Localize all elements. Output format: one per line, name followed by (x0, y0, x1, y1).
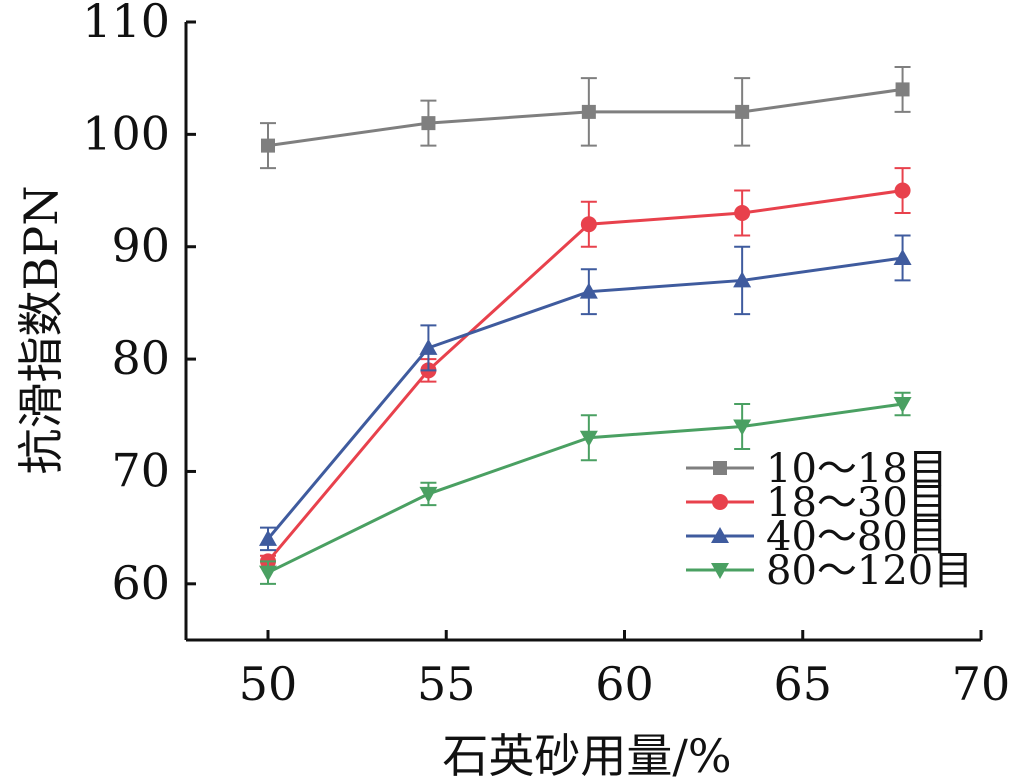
x-tick-label: 60 (595, 657, 654, 711)
x-tick-label: 55 (417, 657, 476, 711)
legend-label: 80～120目 (766, 548, 973, 594)
marker-square (895, 82, 910, 97)
x-tick-label: 65 (773, 657, 832, 711)
y-tick-label: 70 (111, 443, 170, 497)
marker-triangle-down (711, 563, 729, 579)
legend-label: 40～80目 (766, 514, 948, 560)
marker-square (735, 104, 750, 119)
marker-circle (734, 205, 751, 222)
marker-triangle-up (579, 282, 598, 299)
marker-square (713, 461, 727, 475)
marker-square (421, 116, 436, 131)
marker-triangle-up (258, 529, 277, 546)
marker-square (581, 104, 596, 119)
y-tick-label: 90 (111, 219, 170, 273)
legend-label: 18～30目 (766, 480, 948, 526)
x-tick-label: 70 (952, 657, 1010, 711)
marker-triangle-down (893, 397, 912, 414)
x-axis-title: 石英砂用量/% (442, 729, 731, 783)
series-layer (258, 65, 912, 585)
legend-entry: 80～120目 (686, 548, 973, 594)
y-tick-label: 60 (111, 556, 170, 610)
legend-entry: 10～18目 (686, 446, 948, 492)
y-tick-label: 100 (82, 106, 170, 160)
legend-entry: 18～30目 (686, 480, 948, 526)
marker-triangle-down (579, 430, 598, 447)
marker-triangle-down (419, 486, 438, 503)
ticks: 50 55 60 65 70 60 70 80 90 100 110 (82, 0, 1010, 711)
marker-circle (580, 216, 597, 233)
axes (184, 22, 981, 642)
series-square (259, 65, 911, 170)
marker-triangle-up (733, 271, 752, 288)
series-triangle-down (258, 391, 912, 585)
marker-square (260, 138, 275, 153)
y-tick-label: 110 (82, 0, 170, 48)
marker-circle (712, 494, 728, 510)
y-axis-title: 抗滑指数BPN (14, 185, 68, 474)
marker-triangle-up (893, 248, 912, 265)
x-tick-label: 50 (239, 657, 298, 711)
marker-triangle-up (419, 338, 438, 355)
marker-triangle-down (258, 565, 277, 582)
legend-entry: 40～80目 (686, 514, 948, 560)
marker-triangle-down (733, 419, 752, 436)
series-triangle-up (258, 234, 912, 552)
legend-label: 10～18目 (766, 446, 948, 492)
y-tick-label: 80 (111, 331, 170, 385)
marker-triangle-up (711, 527, 729, 543)
marker-circle (894, 182, 911, 199)
